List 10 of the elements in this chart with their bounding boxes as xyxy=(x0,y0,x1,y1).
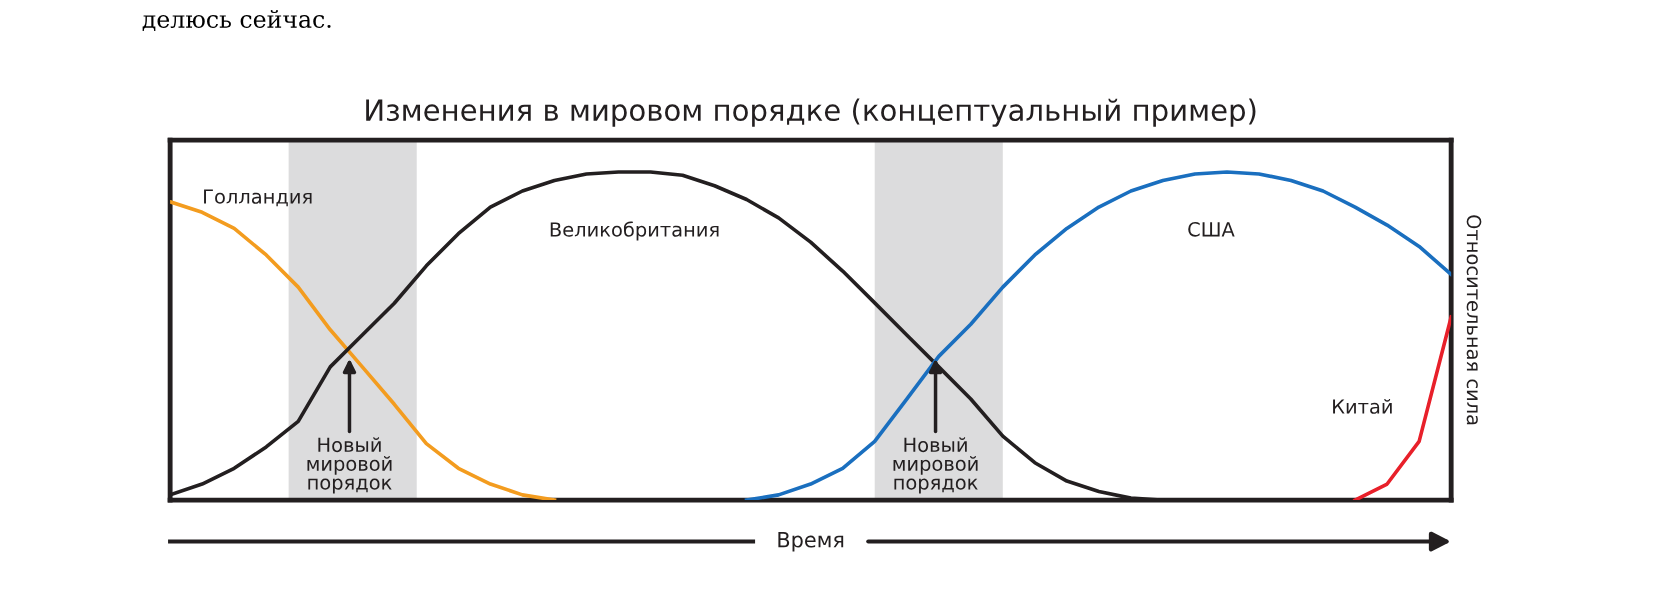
y-axis-title: Относительная сила xyxy=(1466,215,1482,425)
text: делюсь сейчас. xyxy=(142,9,331,31)
series-label: Голландия xyxy=(204,189,312,207)
series-label: Великобритания xyxy=(550,221,719,241)
series-label: Китай xyxy=(1333,398,1392,414)
chart-title: Изменения в мировом порядке (концептуальный пример) xyxy=(366,98,1256,127)
annotation: Новый мировой порядок xyxy=(893,437,978,494)
text: США xyxy=(1188,221,1235,237)
x-axis-title: Время xyxy=(778,532,844,552)
annotation: Новый мировой порядок xyxy=(307,437,392,494)
